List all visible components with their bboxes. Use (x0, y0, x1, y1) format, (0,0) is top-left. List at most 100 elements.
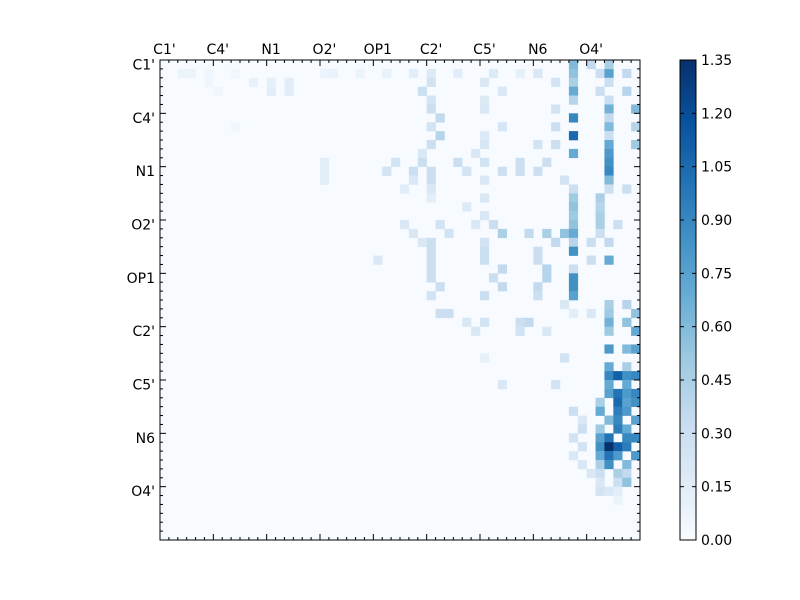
heatmap-cell (328, 68, 339, 79)
heatmap-cell (497, 380, 507, 390)
heatmap-cell (631, 308, 641, 319)
colorbar-tick-label: 1.05 (701, 160, 732, 176)
heatmap-cell (480, 317, 490, 327)
heatmap-cell (613, 371, 623, 381)
heatmap-cell (604, 486, 614, 496)
colorbar (679, 59, 697, 541)
heatmap-cell (568, 131, 579, 141)
heatmap-cell (577, 460, 587, 470)
heatmap-cell (622, 468, 632, 479)
heatmap-cell (622, 442, 632, 452)
heatmap-cell (515, 166, 525, 176)
heatmap-cell (382, 68, 392, 79)
heatmap-cell (613, 220, 623, 230)
heatmap-cell (560, 300, 570, 310)
heatmap-cell (204, 68, 214, 79)
heatmap-cell (497, 166, 507, 176)
heatmap-cell (471, 326, 481, 336)
heatmap-cell (533, 140, 543, 150)
heatmap-cell (515, 326, 525, 336)
heatmap-cell (391, 157, 401, 167)
colorbar-tick-label: 0.90 (701, 213, 732, 229)
heatmap-cell (453, 68, 463, 79)
heatmap-cell (631, 344, 641, 354)
x-tick-label: C1' (153, 42, 176, 58)
heatmap-cell (622, 477, 632, 487)
heatmap-cell (568, 291, 579, 301)
heatmap-cell (595, 68, 605, 79)
heatmap-cell (604, 388, 614, 399)
heatmap-cell (568, 211, 579, 221)
heatmap-cell (560, 353, 570, 363)
heatmap-cell (400, 184, 410, 194)
heatmap-cell (533, 246, 543, 256)
heatmap-cell (568, 95, 579, 105)
heatmap-cell (595, 86, 605, 96)
x-tick-labels: C1' C4' N1 O2' OP1 C2' C5' N6 O4' (153, 42, 603, 58)
heatmap-cell (604, 451, 614, 461)
heatmap-cell (408, 175, 419, 185)
heatmap-cell (231, 68, 241, 79)
colorbar-tick-label: 0.60 (701, 320, 732, 336)
heatmap-cell (426, 273, 436, 283)
heatmap-cell (613, 486, 623, 496)
heatmap-cell (604, 157, 614, 167)
heatmap-cell (622, 362, 632, 372)
heatmap-cell (622, 388, 632, 399)
heatmap-cell (595, 468, 605, 479)
heatmap-cell (613, 424, 623, 434)
heatmap-cell (551, 237, 561, 247)
heatmap-cell (426, 77, 436, 87)
y-tick-label: N6 (136, 431, 155, 447)
axis-ticks (159, 59, 641, 541)
heatmap-cell (426, 175, 436, 185)
heatmap-cell (480, 291, 490, 301)
heatmap-cell (622, 184, 632, 194)
heatmap-cell (568, 86, 579, 96)
heatmap-cell (622, 424, 632, 434)
heatmap-cell (595, 451, 605, 461)
x-tick-label: N1 (261, 42, 280, 58)
heatmap-cell (622, 344, 632, 354)
heatmap-cell (497, 282, 507, 292)
heatmap-cell (604, 77, 614, 87)
heatmap-cell (613, 468, 623, 479)
heatmap-cell (568, 184, 579, 194)
heatmap-cell (515, 157, 525, 167)
heatmap-cell (568, 308, 579, 319)
heatmap-cell (497, 228, 507, 239)
heatmap-cell (604, 113, 614, 123)
heatmap-cell (266, 77, 276, 87)
heatmap-cell (462, 317, 472, 327)
heatmap-cell (551, 104, 561, 114)
heatmap-cell (586, 468, 596, 479)
heatmap-cell (568, 77, 579, 87)
heatmap-cell (355, 68, 365, 79)
heatmap-cell (177, 68, 187, 79)
heatmap-cell (631, 122, 641, 132)
heatmap-cell (426, 104, 436, 114)
x-tick-label: O4' (579, 42, 603, 58)
heatmap-cell (284, 86, 294, 96)
heatmap-cell (622, 300, 632, 310)
heatmap-cell (551, 140, 561, 150)
heatmap-cell (533, 291, 543, 301)
colorbar-tick-label: 0.45 (701, 373, 732, 389)
heatmap-cell (488, 68, 499, 79)
y-tick-label: C5' (132, 377, 155, 393)
heatmap-cell (426, 122, 436, 132)
heatmap-cell (622, 397, 632, 407)
heatmap-cell (453, 157, 463, 167)
heatmap-cell (284, 77, 294, 87)
heatmap-cell (435, 220, 445, 230)
heatmap-cell (622, 380, 632, 390)
x-tick-label: C2' (420, 42, 443, 58)
heatmap-cell (231, 122, 241, 132)
heatmap-cell (542, 157, 552, 167)
heatmap-cell (568, 273, 579, 283)
heatmap-cell (320, 175, 330, 185)
heatmap-cell (568, 237, 579, 247)
heatmap-cell (426, 291, 436, 301)
x-tick-label: N6 (528, 42, 547, 58)
heatmap-cell (426, 184, 436, 194)
